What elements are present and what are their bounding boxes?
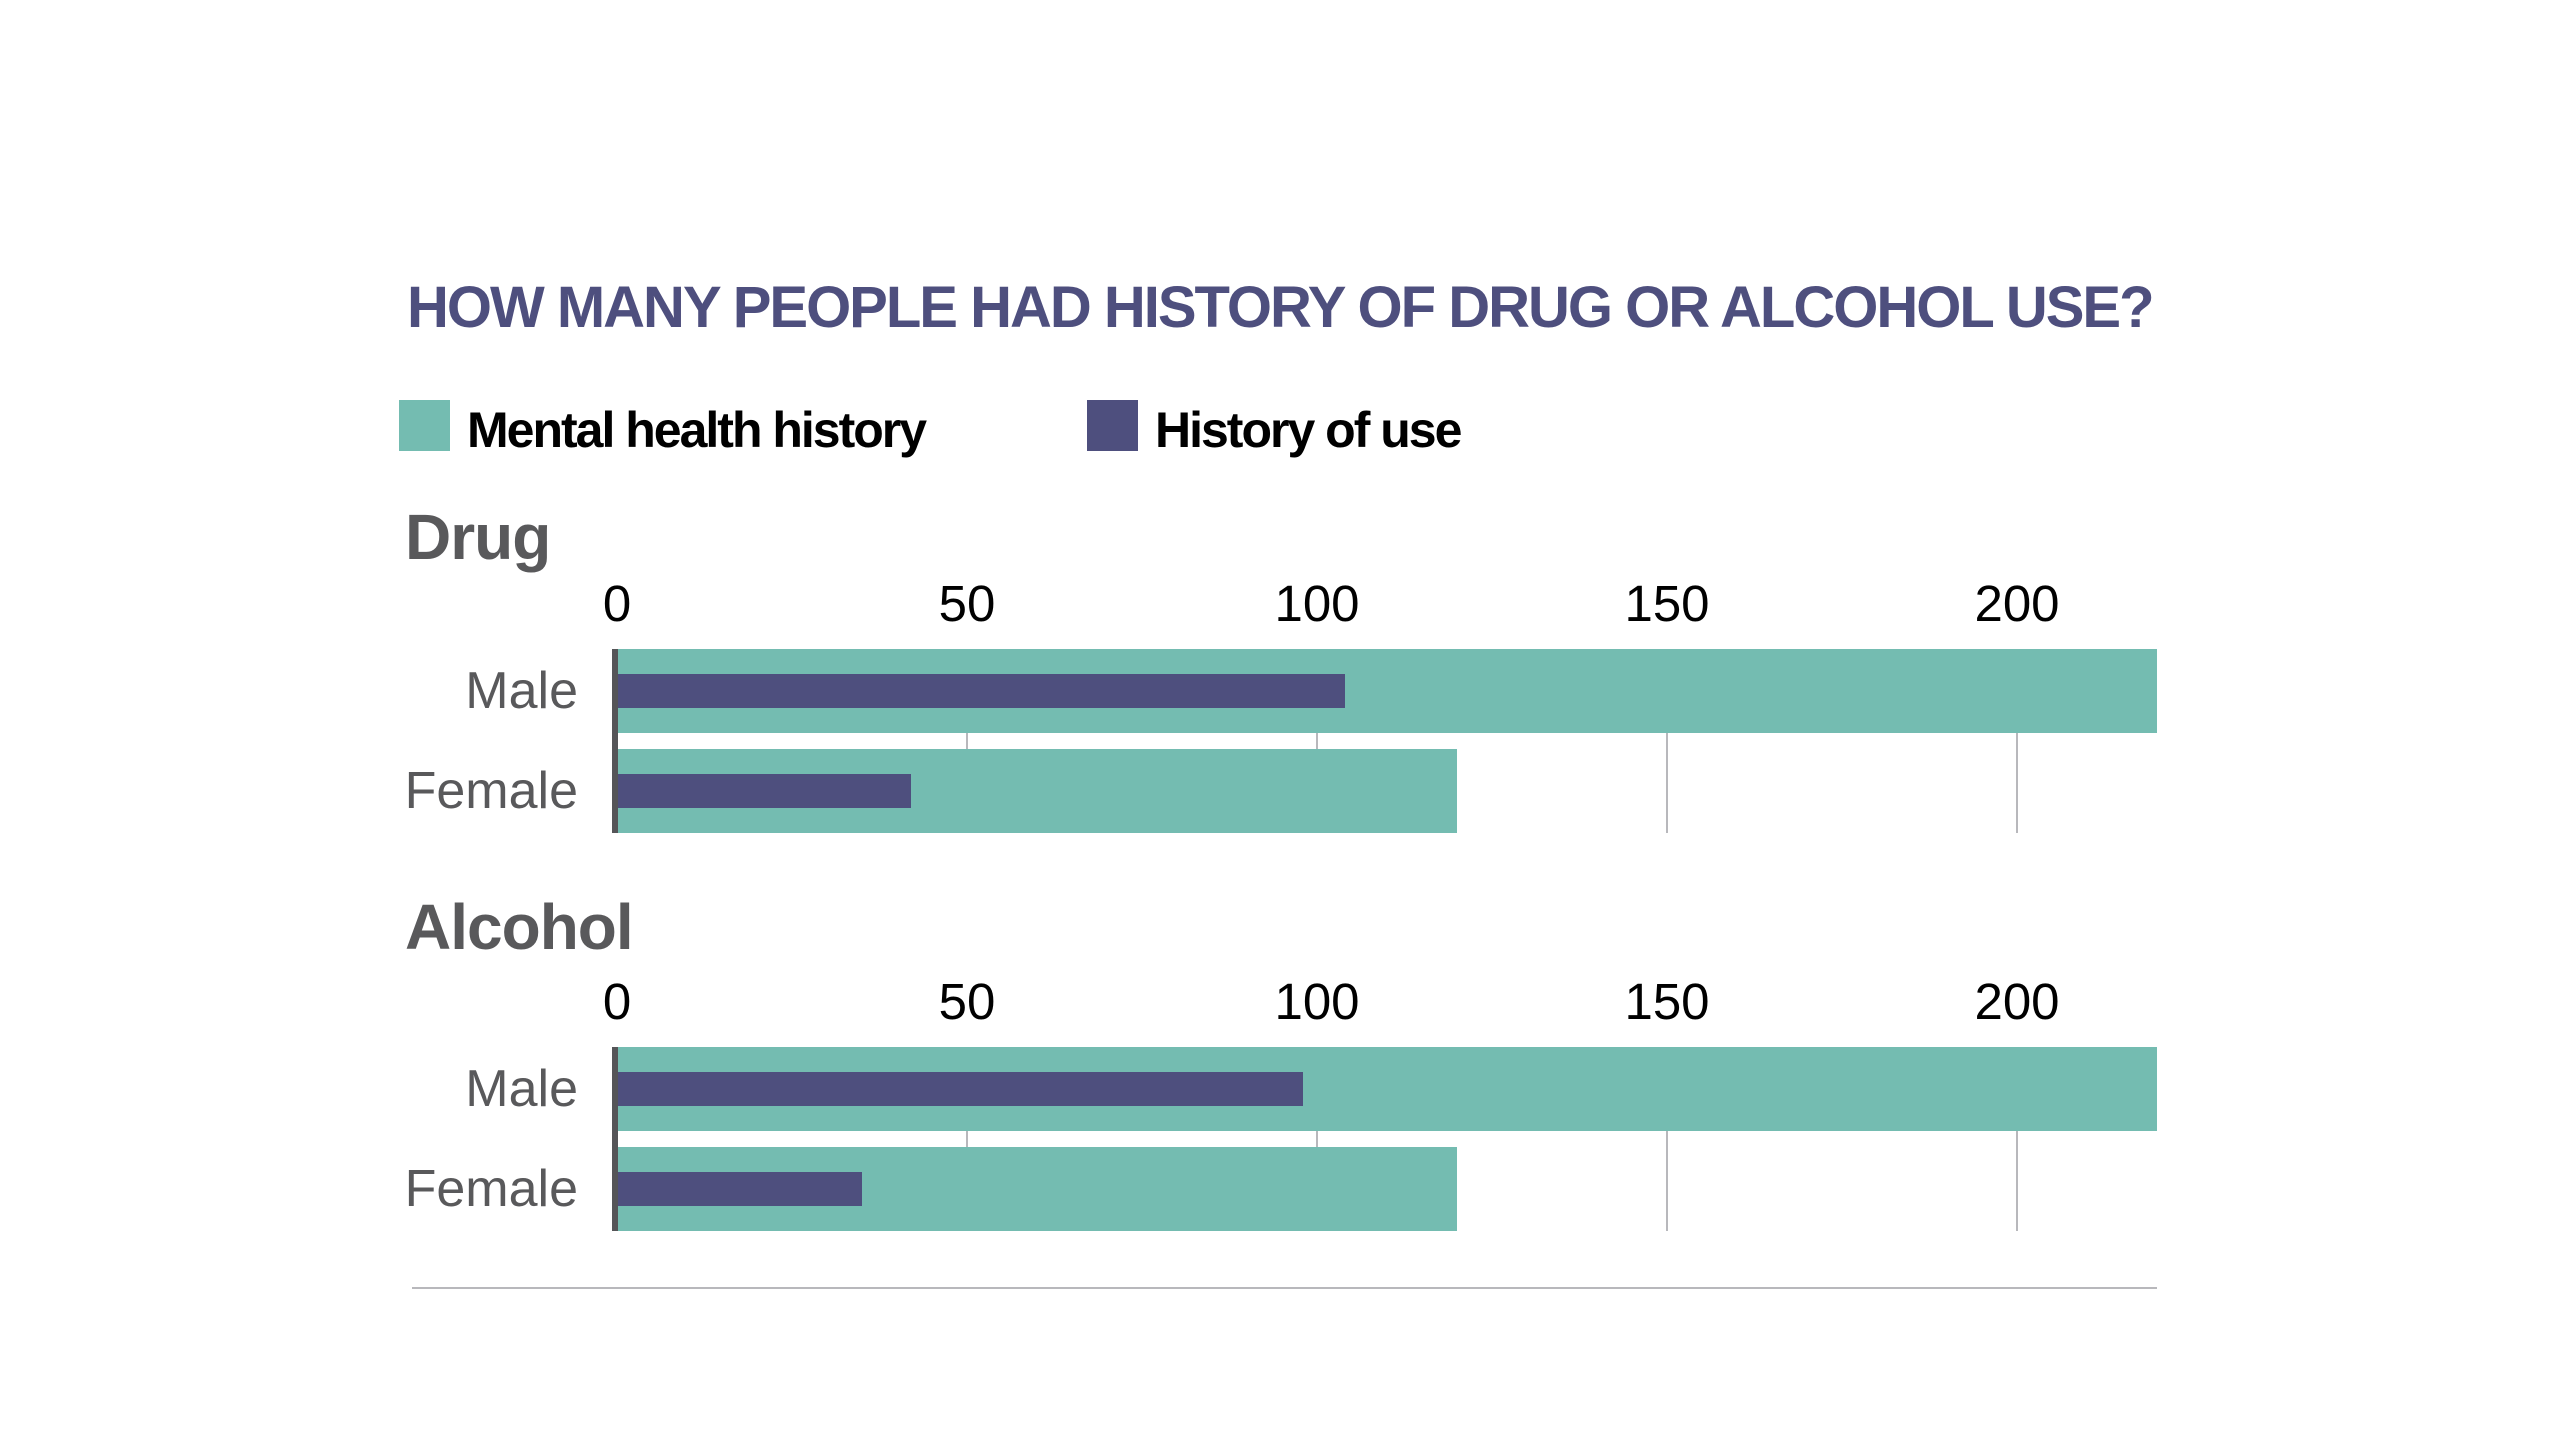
category-label-female: Female: [404, 1160, 578, 1218]
legend-item-history-of-use: History of use: [1087, 400, 1462, 458]
x-gridline: [1316, 1047, 1318, 1231]
section-title-alcohol: Alcohol: [405, 891, 634, 963]
x-tick-label: 150: [1624, 973, 1710, 1030]
x-gridline: [2016, 1047, 2018, 1231]
x-tick-label: 50: [938, 973, 996, 1030]
bar-history-of-use-male: [617, 1072, 1303, 1106]
category-label-male: Male: [465, 662, 578, 720]
x-tick-label: 150: [1624, 575, 1710, 632]
bar-history-of-use-female: [617, 774, 911, 808]
x-gridline: [1666, 649, 1668, 833]
x-gridline: [1666, 1047, 1668, 1231]
legend-swatch-mental-health: [399, 400, 450, 451]
x-tick-label: 100: [1274, 575, 1360, 632]
legend-label-mental-health: Mental health history: [467, 401, 927, 458]
x-tick-label: 0: [602, 973, 632, 1030]
legend-label-history-of-use: History of use: [1155, 401, 1462, 458]
category-label-female: Female: [404, 762, 578, 820]
category-label-male: Male: [465, 1060, 578, 1118]
x-tick-label: 50: [938, 575, 996, 632]
x-gridline: [2016, 649, 2018, 833]
bottom-divider: [412, 1287, 2157, 1289]
x-gridline: [966, 649, 968, 833]
x-tick-label: 100: [1274, 973, 1360, 1030]
x-gridline: [1316, 649, 1318, 833]
y-axis-line: [612, 1047, 618, 1231]
chart-title: HOW MANY PEOPLE HAD HISTORY OF DRUG OR A…: [407, 275, 2155, 340]
x-gridline: [966, 1047, 968, 1231]
section-title-drug: Drug: [405, 501, 551, 573]
legend-swatch-history-of-use: [1087, 400, 1138, 451]
x-tick-label: 0: [602, 575, 632, 632]
x-tick-label: 200: [1974, 575, 2060, 632]
bar-history-of-use-female: [617, 1172, 862, 1206]
bar-history-of-use-male: [617, 674, 1345, 708]
x-tick-label: 200: [1974, 973, 2060, 1030]
y-axis-line: [612, 649, 618, 833]
legend-item-mental-health: Mental health history: [399, 400, 927, 458]
